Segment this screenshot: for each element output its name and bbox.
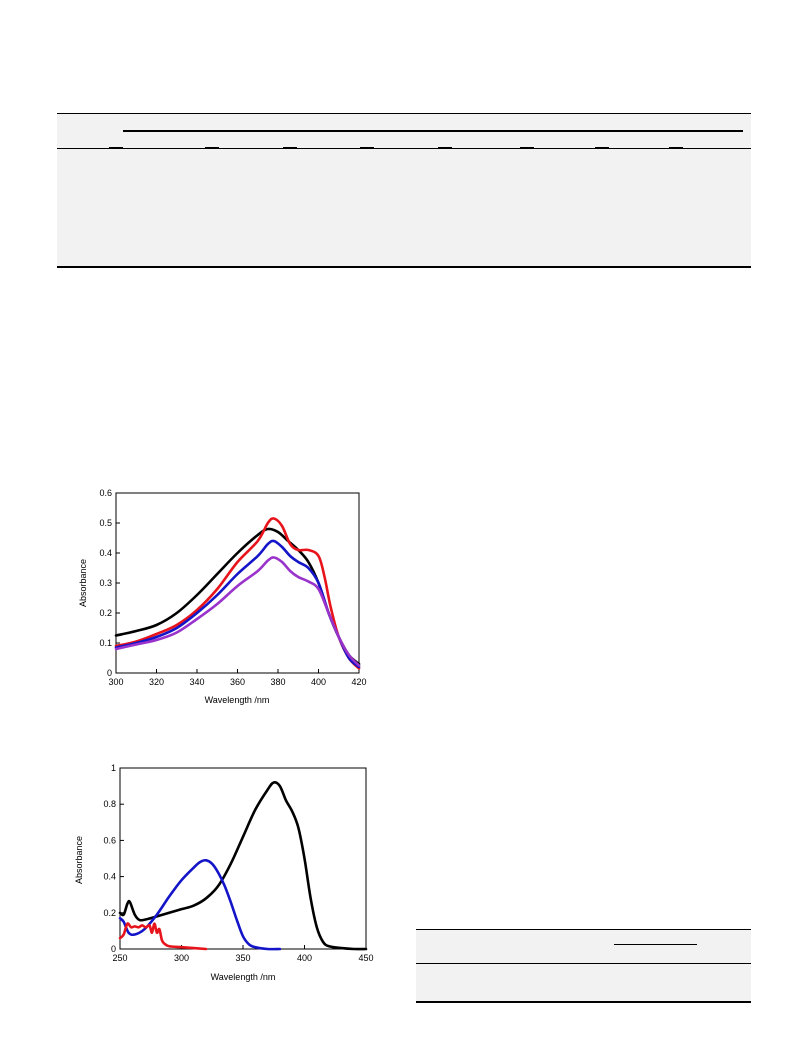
table-bottom-span-rule [614,944,697,945]
y-tick-label: 1 [111,763,116,773]
x-tick-label: 450 [358,953,373,963]
table-top-span-rule [123,130,743,132]
y-tick-label: 0.4 [99,548,112,558]
table-cell-mark [520,147,534,148]
table-bottom-header-rule [416,963,751,964]
y-tick-label: 0.2 [103,908,116,918]
table-cell-mark [283,147,297,148]
plot-frame [115,492,360,674]
series-line-1 [114,517,361,670]
y-tick-label: 0.6 [99,488,112,498]
x-tick-label: 320 [149,677,164,687]
x-tick-label: 400 [297,953,312,963]
chart2-xlabel: Wavelength /nm [211,972,276,982]
absorbance-chart-1: Absorbance Wavelength /nm 300 320 340 360 38… [78,488,367,705]
table-top-body [57,113,751,266]
table-cell-mark [595,147,609,148]
series-line-2 [118,922,208,951]
table-cell-mark [205,147,219,148]
y-tick-label: 0.3 [99,578,112,588]
y-tick-label: 0.5 [99,518,112,528]
y-tick-label: 0.4 [103,872,116,882]
absorbance-chart-2: Absorbance Wavelength /nm 250 300 350 400 45… [74,763,374,982]
table-bottom-bottom-rule [416,1001,751,1003]
x-tick-label: 350 [235,953,250,963]
table-cell-mark [360,147,374,148]
y-tick-label: 0.2 [99,608,112,618]
table-bottom-rule [416,929,751,930]
table-cell-mark [438,147,452,148]
x-tick-label: 300 [108,677,123,687]
x-tick-label: 300 [174,953,189,963]
y-tick-label: 0.8 [103,799,116,809]
x-tick-label: 400 [311,677,326,687]
series-line-1 [118,858,282,951]
y-tick-label: 0 [111,944,116,954]
chart1-xlabel: Wavelength /nm [205,695,270,705]
plot-frame [119,767,367,950]
y-tick-label: 0.1 [99,638,112,648]
table-bottom-body [416,929,751,1001]
table-top-rule [57,113,751,114]
table-cell-mark [109,147,123,148]
table-top-header-rule [57,148,751,149]
x-tick-label: 250 [112,953,127,963]
x-tick-label: 420 [351,677,366,687]
series-line-0 [118,781,368,951]
table-top-bottom-rule [57,266,751,268]
y-tick-label: 0 [107,668,112,678]
series-line-2 [114,539,361,669]
series-line-3 [114,556,361,667]
x-tick-label: 340 [189,677,204,687]
y-tick-label: 0.6 [103,835,116,845]
table-cell-mark [669,147,683,148]
chart1-ylabel: Absorbance [78,559,88,607]
x-tick-label: 380 [270,677,285,687]
chart2-ylabel: Absorbance [74,836,84,884]
x-tick-label: 360 [230,677,245,687]
